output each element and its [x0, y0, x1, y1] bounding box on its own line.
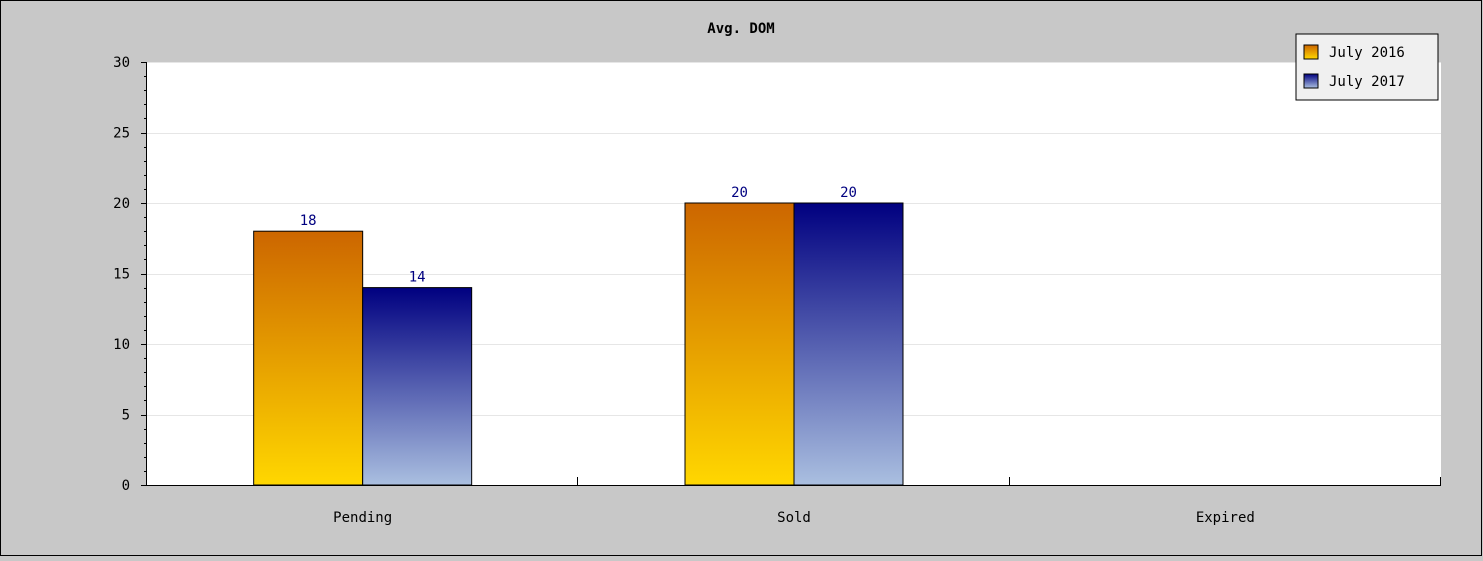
x-tick-label-expired: Expired — [1196, 510, 1255, 526]
chart-title: Avg. DOM — [707, 21, 774, 37]
data-label-sold-series-1: 20 — [840, 185, 857, 201]
bars: 18 20 14 20 — [253, 185, 904, 486]
bar-pending-series-0 — [253, 230, 364, 486]
data-label-sold-series-0: 20 — [731, 185, 748, 201]
x-tick-label-sold: Sold — [777, 510, 811, 526]
data-label-pending-series-1: 14 — [409, 270, 426, 286]
y-tick-label: 30 — [113, 55, 130, 71]
y-tick-label: 0 — [122, 478, 130, 494]
legend: July 2016 July 2017 — [1295, 33, 1439, 101]
legend-swatch-july-2017 — [1303, 73, 1319, 89]
bar-sold-series-1 — [793, 202, 904, 486]
y-tick-label: 5 — [122, 408, 130, 424]
legend-label-july-2016: July 2016 — [1329, 45, 1405, 61]
legend-swatch-july-2016 — [1303, 44, 1319, 60]
bar-pending-series-1 — [362, 287, 473, 486]
x-tick-label-pending: Pending — [333, 510, 392, 526]
y-tick-label: 10 — [113, 337, 130, 353]
legend-box — [1295, 33, 1439, 101]
data-label-pending-series-0: 18 — [300, 213, 317, 229]
y-tick-label: 15 — [113, 267, 130, 283]
y-tick-label: 20 — [113, 196, 130, 212]
y-tick-label: 25 — [113, 126, 130, 142]
axes: 0 5 10 15 20 25 30 Pending Sold Expired — [113, 55, 1441, 526]
bar-sold-series-0 — [684, 202, 795, 486]
legend-label-july-2017: July 2017 — [1329, 74, 1405, 90]
